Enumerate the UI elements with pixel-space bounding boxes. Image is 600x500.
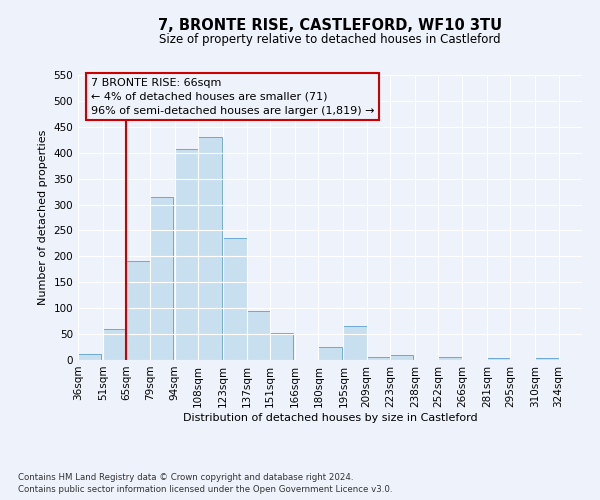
Bar [390, 355, 413, 360]
Bar [319, 347, 341, 360]
Bar [78, 354, 101, 360]
Bar [150, 197, 173, 360]
Text: Contains HM Land Registry data © Crown copyright and database right 2024.: Contains HM Land Registry data © Crown c… [18, 472, 353, 482]
Bar [487, 358, 510, 360]
Y-axis label: Number of detached properties: Number of detached properties [38, 130, 48, 305]
X-axis label: Distribution of detached houses by size in Castleford: Distribution of detached houses by size … [182, 412, 478, 422]
Bar [367, 358, 390, 360]
Bar [127, 260, 150, 360]
Bar [270, 333, 293, 360]
Text: 7, BRONTE RISE, CASTLEFORD, WF10 3TU: 7, BRONTE RISE, CASTLEFORD, WF10 3TU [158, 18, 502, 32]
Text: Size of property relative to detached houses in Castleford: Size of property relative to detached ho… [159, 32, 501, 46]
Bar [535, 358, 559, 360]
Bar [247, 311, 270, 360]
Text: 7 BRONTE RISE: 66sqm
← 4% of detached houses are smaller (71)
96% of semi-detach: 7 BRONTE RISE: 66sqm ← 4% of detached ho… [91, 78, 374, 116]
Text: Contains public sector information licensed under the Open Government Licence v3: Contains public sector information licen… [18, 485, 392, 494]
Bar [439, 358, 462, 360]
Bar [343, 326, 367, 360]
Bar [223, 238, 247, 360]
Bar [175, 148, 198, 360]
Bar [103, 329, 127, 360]
Bar [198, 137, 221, 360]
